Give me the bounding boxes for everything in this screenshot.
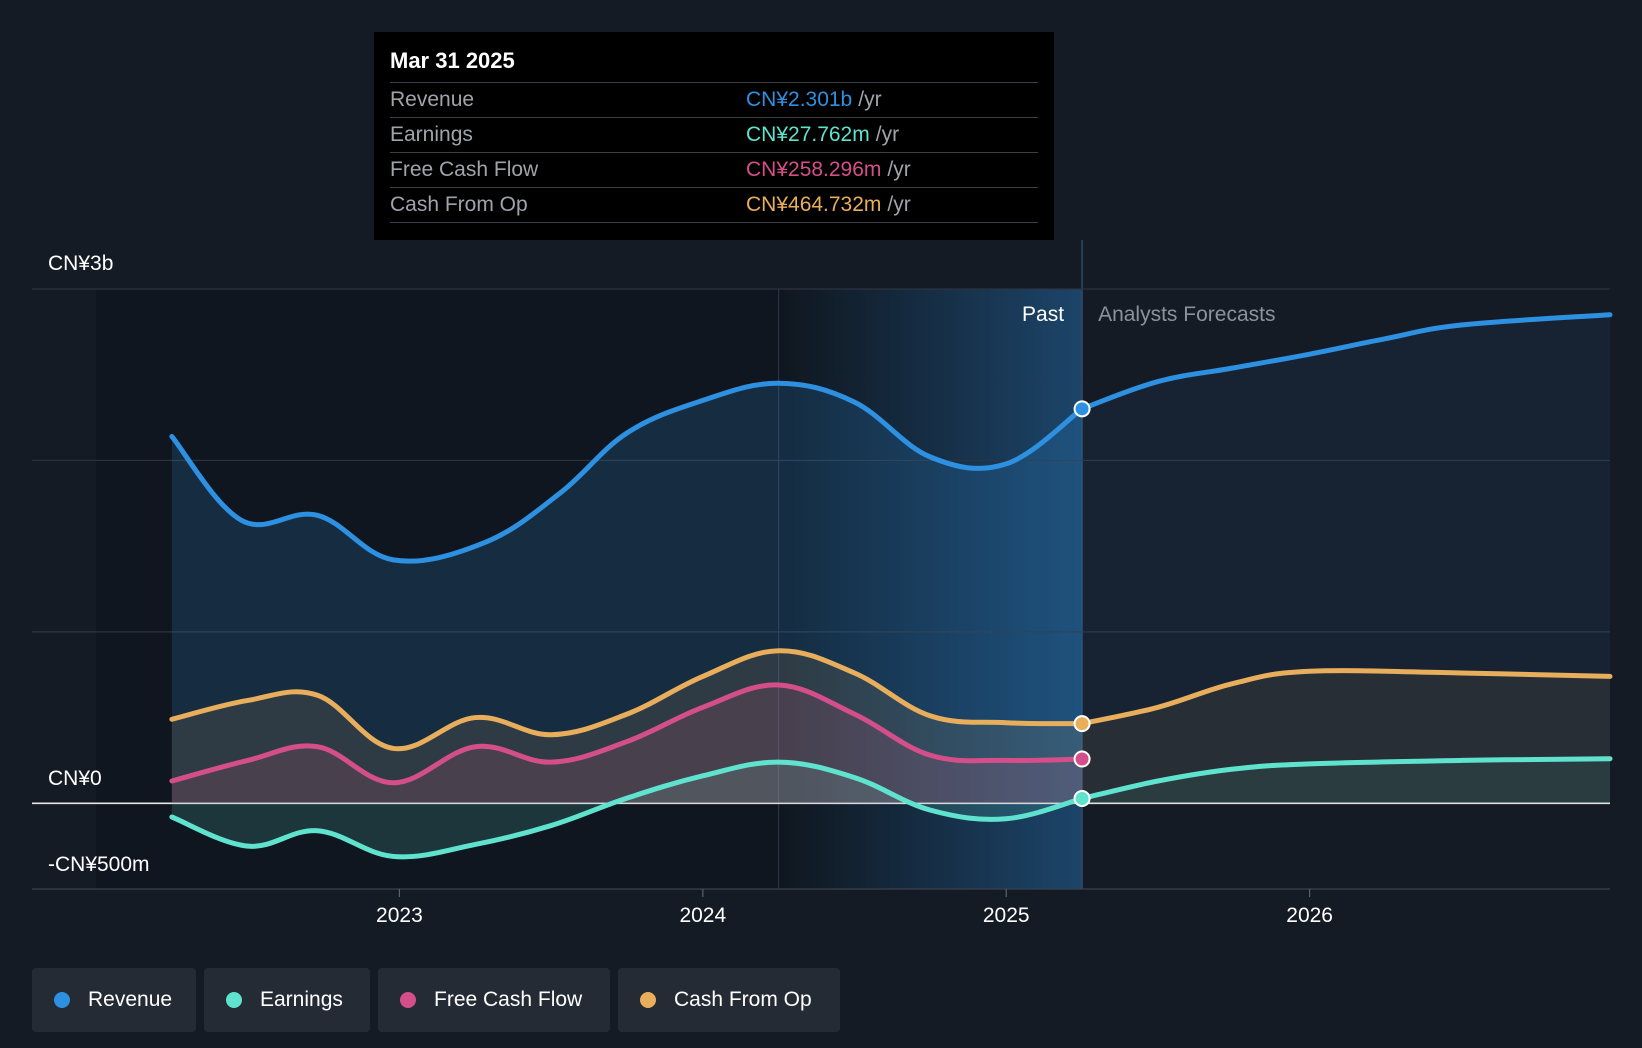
x-tick-label: 2025: [983, 904, 1030, 927]
cash-from-op-forecast-line: [1079, 668, 1613, 727]
tooltip-value: CN¥27.762m: [746, 123, 870, 146]
x-tick-label: 2026: [1286, 904, 1333, 927]
legend-label: Revenue: [88, 988, 173, 1011]
y-tick-label-zero: CN¥0: [48, 767, 102, 790]
legend-item-cash-from-op[interactable]: Cash From Op: [618, 968, 840, 1032]
tooltip-unit: /yr: [887, 193, 911, 216]
legend-dot-icon: [640, 992, 656, 1008]
legend-item-revenue[interactable]: Revenue: [32, 968, 196, 1032]
tooltip-unit: /yr: [875, 123, 900, 146]
free-cash-flow-past-line: [169, 682, 1085, 786]
tooltip-row-revenue: Revenue CN¥2.301b /yr: [390, 82, 1038, 117]
earnings-marker: [1073, 790, 1091, 808]
tooltip-row-earnings: Earnings CN¥27.762m /yr: [390, 117, 1038, 152]
revenue-past-line: [169, 380, 1085, 564]
legend-item-earnings[interactable]: Earnings: [204, 968, 370, 1032]
legend-item-free-cash-flow[interactable]: Free Cash Flow: [378, 968, 610, 1032]
revenue-past-area: [171, 383, 1083, 804]
legend-dot-icon: [54, 992, 70, 1008]
tooltip-label: Free Cash Flow: [390, 158, 539, 181]
earnings-forecast-area: [1082, 758, 1610, 804]
cash-from-op-past-line: [169, 648, 1085, 752]
revenue-forecast-line: [1079, 312, 1613, 412]
legend-label: Free Cash Flow: [434, 988, 583, 1011]
tooltip-label: Earnings: [390, 123, 473, 146]
tooltip-value: CN¥2.301b: [746, 88, 853, 111]
cash-from-op-past-area: [171, 650, 1083, 804]
tooltip-unit: /yr: [887, 158, 911, 181]
legend-label: Cash From Op: [674, 988, 812, 1011]
x-tick-label: 2024: [679, 904, 726, 927]
tooltip-value: CN¥464.732m: [746, 193, 882, 216]
tooltip-unit: /yr: [858, 88, 882, 111]
forecast-label: Analysts Forecasts: [1098, 303, 1275, 326]
legend-label: Earnings: [260, 988, 343, 1011]
tooltip-row-cash-from-op: Cash From Op CN¥464.732m /yr: [390, 187, 1038, 223]
earnings-past-area: [171, 762, 1083, 857]
tooltip: Mar 31 2025 Revenue CN¥2.301b /yr Earnin…: [374, 32, 1054, 240]
legend-dot-icon: [226, 992, 242, 1008]
legend-dot-icon: [400, 992, 416, 1008]
y-tick-label-bottom: -CN¥500m: [48, 853, 150, 876]
earnings-forecast-line: [1079, 756, 1613, 802]
revenue-marker: [1073, 400, 1091, 418]
tooltip-label: Cash From Op: [390, 193, 528, 216]
earnings-past-line: [169, 759, 1085, 860]
tooltip-date: Mar 31 2025: [390, 48, 515, 73]
y-tick-label-top: CN¥3b: [48, 252, 114, 275]
free-cash-flow-marker: [1073, 750, 1091, 768]
revenue-forecast-area: [1082, 314, 1610, 804]
past-label: Past: [1022, 303, 1064, 326]
x-tick-label: 2023: [376, 904, 423, 927]
tooltip-label: Revenue: [390, 88, 475, 111]
tooltip-value: CN¥258.296m: [746, 158, 882, 181]
tooltip-row-free-cash-flow: Free Cash Flow CN¥258.296m /yr: [390, 152, 1038, 187]
cash-from-op-marker: [1073, 715, 1091, 733]
